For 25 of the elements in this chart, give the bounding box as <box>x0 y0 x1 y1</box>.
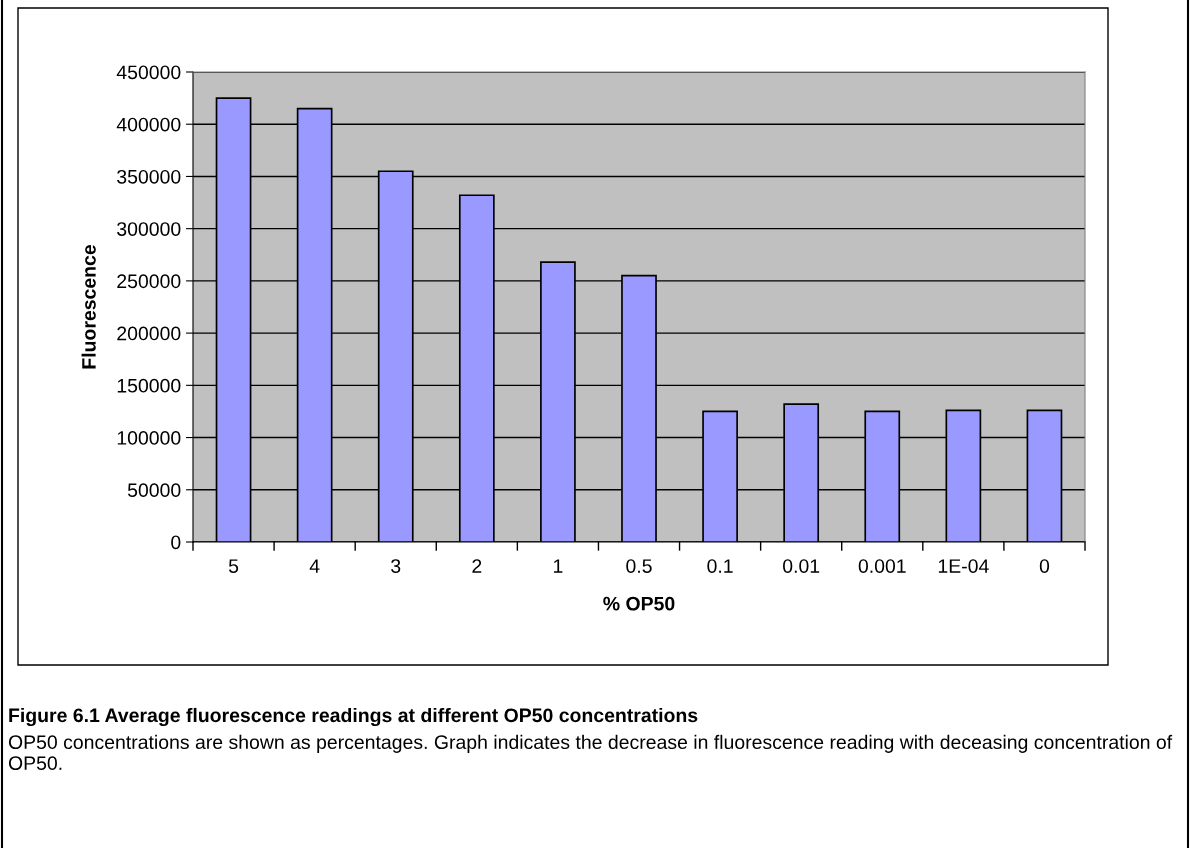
caption: Figure 6.1 Average fluorescence readings at different OP50 concentrations <box>9 707 698 727</box>
x-tick-label: 0.001 <box>858 559 906 573</box>
y-tick-label: 450000 <box>116 65 181 80</box>
x-tick-label: 1 <box>553 559 563 573</box>
x-tick-label: 5 <box>228 559 239 573</box>
text: OP50 concentrations are shown as percentages. Graph indicates the decrease in fluorescence reading with deceasing concentration of OP50. <box>8 734 1173 771</box>
x-tick-label: 4 <box>309 559 320 573</box>
x-tick-label: 0.1 <box>707 559 733 573</box>
y-tick-label: 0 <box>171 535 181 550</box>
x-tick-label: 0.01 <box>783 559 820 573</box>
x-tick-label: 0 <box>1039 559 1050 573</box>
y-tick-label: 150000 <box>117 378 181 393</box>
x-axis-title: % OP50 <box>603 596 675 611</box>
y-tick-label: 100000 <box>117 431 181 445</box>
y-tick-label: 400000 <box>116 117 181 132</box>
x-tick-label: 3 <box>391 559 401 573</box>
x-tick-label: 0.5 <box>626 559 652 573</box>
y-tick-label: 200000 <box>117 326 181 341</box>
y-tick-label: 300000 <box>117 222 181 236</box>
x-tick-label: 1E-04 <box>938 559 989 573</box>
y-tick-label: 50000 <box>127 483 181 498</box>
x-tick-label: 2 <box>472 559 482 573</box>
y-axis-title: Fluorescence <box>81 244 96 369</box>
y-tick-label: 350000 <box>117 169 181 184</box>
y-tick-label: 250000 <box>117 274 181 289</box>
